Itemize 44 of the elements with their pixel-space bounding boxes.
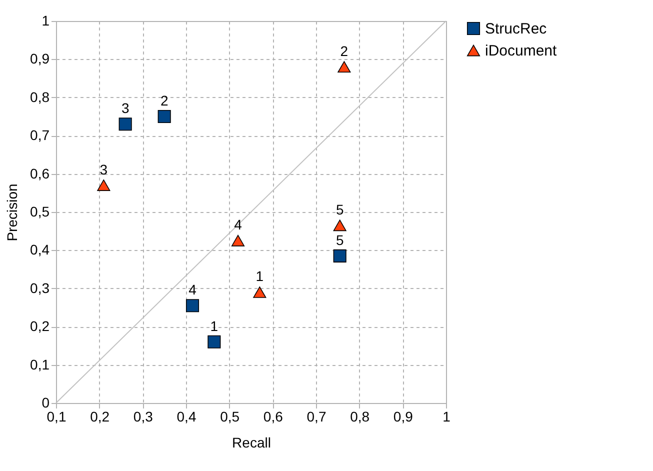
x-tick-label: 0,3 — [133, 408, 154, 424]
annotation: 1 — [210, 318, 218, 334]
annotation: 5 — [336, 201, 344, 218]
y-tick-label: 0,1 — [30, 356, 50, 372]
annotation: 1 — [256, 268, 264, 284]
point — [338, 61, 351, 73]
x-tick-label: 0,8 — [350, 408, 370, 424]
point — [253, 286, 266, 298]
x-tick-label: 0,2 — [90, 408, 110, 424]
annotation: 4 — [234, 216, 242, 233]
y-tick-label: 1 — [42, 12, 50, 28]
x-tick-label: 0,9 — [393, 408, 414, 424]
x-axis-title: Recall — [232, 434, 271, 450]
x-tick-label: 1 — [442, 408, 451, 424]
point — [97, 180, 110, 191]
y-tick-label: 0,7 — [30, 127, 50, 144]
point — [208, 335, 221, 348]
y-tick-label: 0,5 — [30, 204, 50, 220]
annotation: 3 — [100, 161, 108, 178]
point — [333, 249, 346, 262]
legend-label: iDocument — [485, 42, 558, 60]
y-tick-label: 0,3 — [30, 280, 50, 296]
x-tick-label: 0,4 — [176, 408, 196, 424]
annotation: 5 — [336, 232, 344, 248]
point — [333, 220, 346, 232]
y-tick-label: 0,2 — [30, 318, 50, 334]
x-tick-label: 0,7 — [306, 408, 326, 424]
y-tick-label: 0,6 — [30, 165, 50, 182]
annotation: 2 — [340, 42, 348, 59]
y-tick-label: 0,4 — [30, 242, 50, 258]
annotation: 4 — [188, 282, 197, 298]
y-tick-label: 0,9 — [30, 50, 50, 67]
y-tick-label: 0,8 — [30, 88, 50, 105]
x-tick-label: 0,5 — [220, 408, 240, 424]
point — [231, 234, 245, 246]
point — [158, 110, 171, 124]
x-tick-label: 0,6 — [263, 408, 284, 424]
legend-label: StrucRec — [485, 20, 548, 38]
y-axis-title: Precision — [4, 184, 20, 242]
annotation: 3 — [121, 100, 130, 116]
point — [118, 118, 132, 131]
y-tick-label: 0 — [42, 394, 50, 410]
annotation: 2 — [160, 92, 168, 108]
point — [186, 299, 200, 312]
